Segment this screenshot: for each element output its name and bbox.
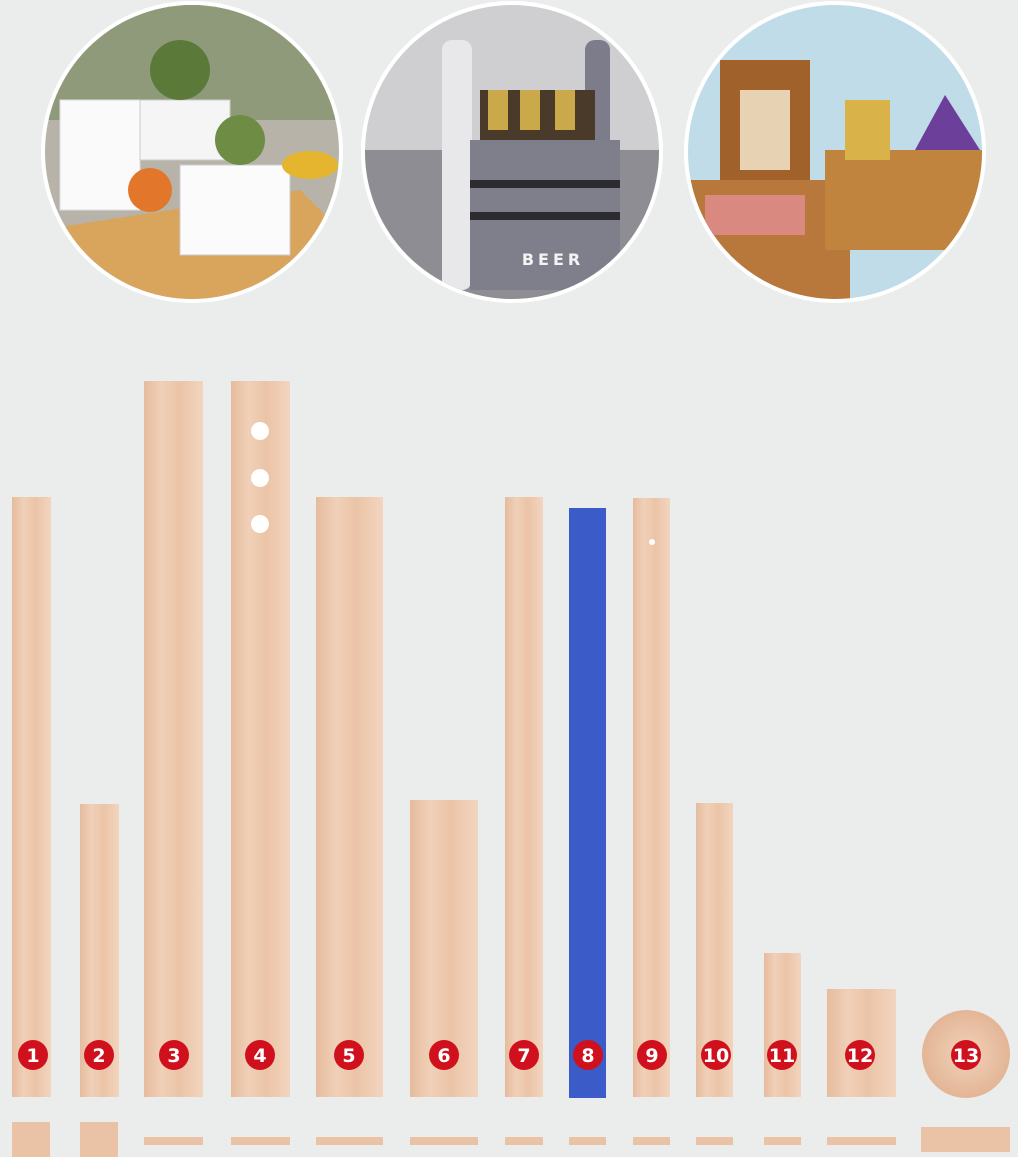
hole [251, 422, 269, 440]
slat [12, 497, 51, 1097]
slat [633, 498, 670, 1097]
hole [251, 515, 269, 533]
badge-number: 1 [26, 1045, 39, 1067]
product-image: BEER [0, 0, 1018, 1157]
photo-beer-carrier: BEER [360, 0, 670, 310]
slat [316, 497, 383, 1097]
badge-number: 12 [847, 1045, 873, 1067]
badge-number: 11 [769, 1045, 795, 1067]
badge-number: 9 [645, 1045, 658, 1067]
badge-number: 2 [92, 1045, 105, 1067]
slat [505, 497, 543, 1097]
slat-profiles [12, 1122, 1010, 1157]
badge-number: 13 [953, 1045, 979, 1067]
beer-sign-text: BEER [522, 250, 584, 269]
slat-blue [569, 508, 606, 1098]
badge-number: 6 [437, 1045, 450, 1067]
badge-number: 4 [253, 1045, 266, 1067]
badge-number: 10 [703, 1045, 729, 1067]
badge-number: 7 [517, 1045, 530, 1067]
page: BEER [0, 0, 1018, 1157]
badge-number: 3 [167, 1045, 180, 1067]
photo-gift-boxes [684, 0, 994, 310]
wood-slats [12, 381, 1010, 1098]
photo-autumn-decor [40, 0, 350, 310]
slat [144, 381, 203, 1097]
slat [764, 953, 801, 1097]
hole [649, 539, 655, 545]
badge-number: 8 [581, 1045, 594, 1067]
hole [251, 469, 269, 487]
slat [231, 381, 290, 1097]
badge-number: 5 [342, 1045, 355, 1067]
